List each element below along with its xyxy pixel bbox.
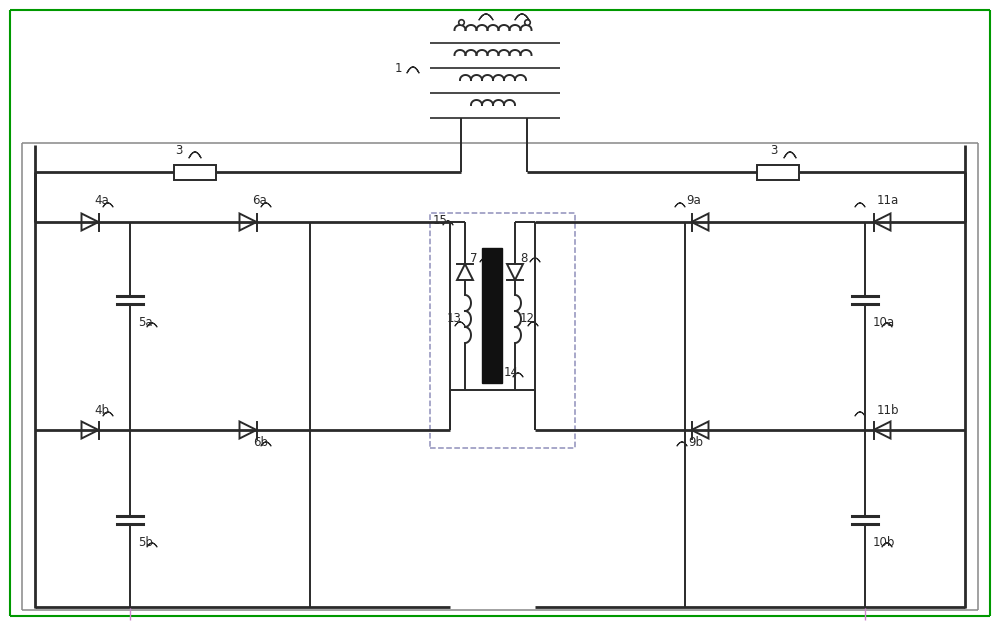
Text: 8: 8 bbox=[520, 252, 527, 265]
Text: 11a: 11a bbox=[877, 195, 899, 207]
Text: 10a: 10a bbox=[873, 316, 895, 329]
Text: 11b: 11b bbox=[877, 404, 900, 416]
Text: 6a: 6a bbox=[252, 195, 267, 207]
Bar bbox=[430, 213, 575, 448]
Text: 12: 12 bbox=[520, 312, 535, 326]
Text: 10b: 10b bbox=[873, 535, 895, 548]
Text: 13: 13 bbox=[447, 312, 462, 326]
Text: 4a: 4a bbox=[94, 195, 109, 207]
Text: 3: 3 bbox=[770, 145, 777, 158]
Text: 4b: 4b bbox=[94, 404, 109, 416]
Text: 9b: 9b bbox=[688, 436, 703, 448]
Text: 15: 15 bbox=[433, 215, 448, 227]
Text: 1: 1 bbox=[395, 61, 402, 74]
Text: 5a: 5a bbox=[138, 316, 153, 329]
Bar bbox=[482, 248, 502, 383]
Text: 3: 3 bbox=[175, 145, 182, 158]
Text: 14: 14 bbox=[504, 366, 519, 379]
Text: 7: 7 bbox=[470, 252, 478, 265]
Bar bbox=[757, 165, 799, 180]
Text: 5b: 5b bbox=[138, 535, 153, 548]
Bar bbox=[174, 165, 216, 180]
Text: 9a: 9a bbox=[686, 195, 701, 207]
Text: 6b: 6b bbox=[253, 436, 268, 448]
